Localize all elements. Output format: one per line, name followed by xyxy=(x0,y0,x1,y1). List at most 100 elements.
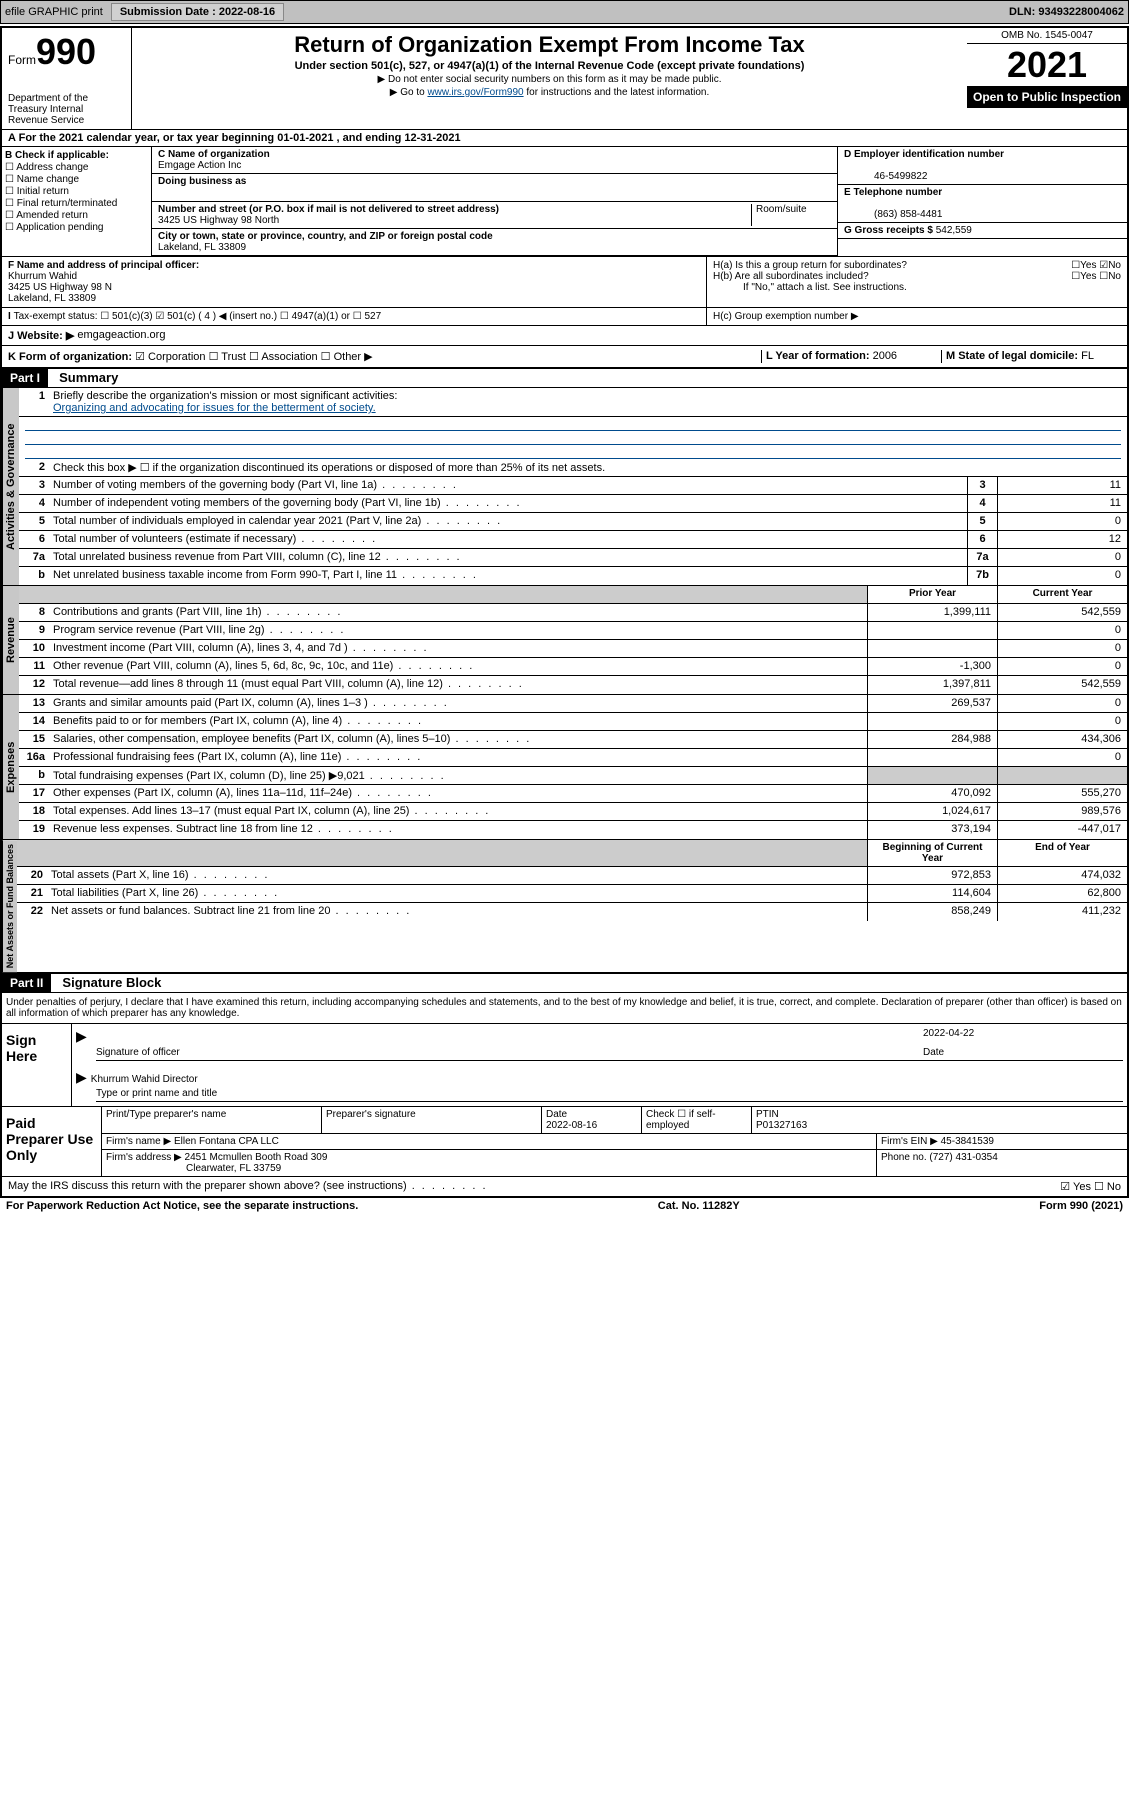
domicile-label: M State of legal domicile: xyxy=(946,350,1078,362)
line1-text: Briefly describe the organization's miss… xyxy=(53,390,397,402)
form-container: Form990 Department of the Treasury Inter… xyxy=(0,26,1129,1198)
right-col: D Employer identification number46-54998… xyxy=(837,147,1127,256)
chk-assoc[interactable]: Association xyxy=(249,351,318,363)
header-right: OMB No. 1545-0047 2021 Open to Public In… xyxy=(967,28,1127,129)
table-row: 12 Total revenue—add lines 8 through 11 … xyxy=(19,676,1127,694)
addr: 3425 US Highway 98 North xyxy=(158,215,279,226)
chk-trust[interactable]: Trust xyxy=(209,351,246,363)
firm-phone-label: Phone no. xyxy=(881,1152,927,1163)
table-row: 21 Total liabilities (Part X, line 26) 1… xyxy=(17,885,1127,903)
chk-address[interactable]: Address change xyxy=(5,162,148,173)
ptin: P01327163 xyxy=(756,1120,807,1131)
note2-post: for instructions and the latest informat… xyxy=(524,87,710,98)
footer-mid: Cat. No. 11282Y xyxy=(658,1200,740,1212)
table-row: 7a Total unrelated business revenue from… xyxy=(19,549,1127,567)
section-i: I Tax-exempt status: 501(c)(3) 501(c) ( … xyxy=(2,308,707,325)
chk-final[interactable]: Final return/terminated xyxy=(5,198,148,209)
col-prior: Prior Year xyxy=(867,586,997,603)
topbar: efile GRAPHIC print Submission Date : 20… xyxy=(0,0,1129,24)
phone-value: (863) 858-4481 xyxy=(844,209,942,220)
efile-label: efile GRAPHIC print xyxy=(5,6,103,18)
ein-label: D Employer identification number xyxy=(844,149,1004,160)
dba-label: Doing business as xyxy=(158,176,246,187)
note-ssn: ▶ Do not enter social security numbers o… xyxy=(136,74,963,85)
table-row: 3 Number of voting members of the govern… xyxy=(19,477,1127,495)
table-row: b Total fundraising expenses (Part IX, c… xyxy=(19,767,1127,785)
footer-left: For Paperwork Reduction Act Notice, see … xyxy=(6,1200,358,1212)
irs-link[interactable]: www.irs.gov/Form990 xyxy=(427,87,523,98)
table-row: 20 Total assets (Part X, line 16) 972,85… xyxy=(17,867,1127,885)
section-hc: H(c) Group exemption number ▶ xyxy=(707,308,1127,325)
form-org-label: K Form of organization: xyxy=(8,351,132,363)
city: Lakeland, FL 33809 xyxy=(158,242,246,253)
part2-title: Signature Block xyxy=(54,973,169,992)
firm-city: Clearwater, FL 33759 xyxy=(106,1163,281,1174)
submission-button[interactable]: Submission Date : 2022-08-16 xyxy=(111,3,284,21)
chk-amended[interactable]: Amended return xyxy=(5,210,148,221)
hb-label: H(b) Are all subordinates included? xyxy=(713,271,869,282)
date-label: Date xyxy=(923,1047,1123,1058)
table-row: 9 Program service revenue (Part VIII, li… xyxy=(19,622,1127,640)
website-label: J Website: ▶ xyxy=(8,329,74,342)
table-row: 16a Professional fundraising fees (Part … xyxy=(19,749,1127,767)
chk-other[interactable]: Other ▶ xyxy=(321,351,373,363)
chk-corp[interactable]: Corporation xyxy=(135,351,205,363)
section-f: F Name and address of principal officer:… xyxy=(2,257,707,307)
dept-label: Department of the Treasury Internal Reve… xyxy=(8,93,125,126)
prep-name-label: Print/Type preparer's name xyxy=(102,1107,322,1133)
prep-check: Check ☐ if self-employed xyxy=(642,1107,752,1133)
chk-4947[interactable]: 4947(a)(1) or xyxy=(280,311,350,322)
perjury-text: Under penalties of perjury, I declare th… xyxy=(2,993,1127,1024)
table-row: 5 Total number of individuals employed i… xyxy=(19,513,1127,531)
mission-text: Organizing and advocating for issues for… xyxy=(53,402,376,414)
table-row: 13 Grants and similar amounts paid (Part… xyxy=(19,695,1127,713)
chk-501c3[interactable]: 501(c)(3) xyxy=(100,311,152,322)
tab-net: Net Assets or Fund Balances xyxy=(2,840,17,972)
table-row: 11 Other revenue (Part VIII, column (A),… xyxy=(19,658,1127,676)
form-word: Form xyxy=(8,53,36,67)
chk-527[interactable]: 527 xyxy=(353,311,381,322)
chk-pending[interactable]: Application pending xyxy=(5,222,148,233)
prep-date-label: Date xyxy=(546,1109,567,1120)
officer-label: F Name and address of principal officer: xyxy=(8,260,700,271)
table-row: 10 Investment income (Part VIII, column … xyxy=(19,640,1127,658)
tax-status-label: Tax-exempt status: xyxy=(14,311,98,322)
table-row: 4 Number of independent voting members o… xyxy=(19,495,1127,513)
sig-date: 2022-04-22 xyxy=(923,1028,1123,1045)
section-a-text: For the 2021 calendar year, or tax year … xyxy=(19,132,461,144)
table-row: 17 Other expenses (Part IX, column (A), … xyxy=(19,785,1127,803)
col-end: End of Year xyxy=(997,840,1127,866)
tab-governance: Activities & Governance xyxy=(2,388,19,585)
may-irs-row: May the IRS discuss this return with the… xyxy=(2,1177,1127,1196)
prep-sig-label: Preparer's signature xyxy=(322,1107,542,1133)
tab-revenue: Revenue xyxy=(2,586,19,694)
org-name-label: C Name of organization xyxy=(158,149,270,160)
tax-year: 2021 xyxy=(967,44,1127,86)
chk-501c[interactable]: 501(c) ( 4 ) ◀ (insert no.) xyxy=(155,311,277,322)
chk-name[interactable]: Name change xyxy=(5,174,148,185)
section-m: M State of legal domicile: FL xyxy=(941,350,1121,363)
table-row: 19 Revenue less expenses. Subtract line … xyxy=(19,821,1127,839)
firm-name: Ellen Fontana CPA LLC xyxy=(174,1136,279,1147)
table-row: 18 Total expenses. Add lines 13–17 (must… xyxy=(19,803,1127,821)
firm-addr-label: Firm's address ▶ xyxy=(106,1152,182,1163)
page-footer: For Paperwork Reduction Act Notice, see … xyxy=(0,1198,1129,1214)
year-formation-label: L Year of formation: xyxy=(766,350,870,362)
footer-right: Form 990 (2021) xyxy=(1039,1200,1123,1212)
form-subtitle: Under section 501(c), 527, or 4947(a)(1)… xyxy=(136,60,963,72)
table-row: 14 Benefits paid to or for members (Part… xyxy=(19,713,1127,731)
city-label: City or town, state or province, country… xyxy=(158,231,493,242)
note-link: ▶ Go to www.irs.gov/Form990 for instruct… xyxy=(136,87,963,98)
form-num: 990 xyxy=(36,31,96,72)
part1-title: Summary xyxy=(51,368,126,387)
ha-label: H(a) Is this a group return for subordin… xyxy=(713,260,907,271)
header-center: Return of Organization Exempt From Incom… xyxy=(132,28,967,129)
tab-expenses: Expenses xyxy=(2,695,19,839)
hb-note: If "No," attach a list. See instructions… xyxy=(713,282,1121,293)
room-label: Room/suite xyxy=(756,204,807,215)
chk-initial[interactable]: Initial return xyxy=(5,186,148,197)
table-row: 15 Salaries, other compensation, employe… xyxy=(19,731,1127,749)
section-b-label: B Check if applicable: xyxy=(5,150,148,161)
dln-label: DLN: 93493228004062 xyxy=(1009,6,1124,18)
section-k: K Form of organization: Corporation Trus… xyxy=(8,350,761,363)
